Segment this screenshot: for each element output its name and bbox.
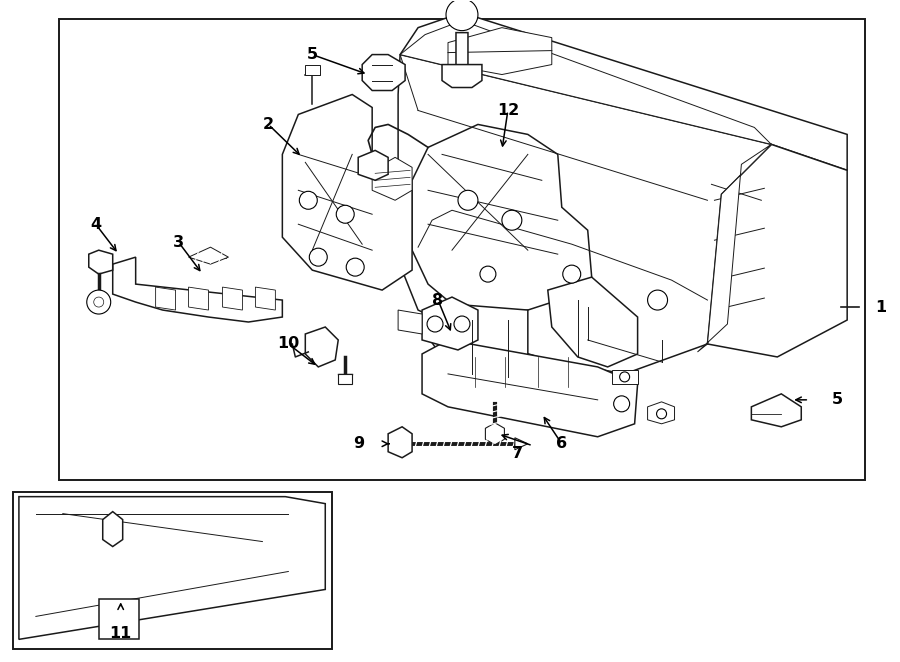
Polygon shape xyxy=(19,496,325,639)
Polygon shape xyxy=(428,304,527,377)
Polygon shape xyxy=(412,124,591,314)
Circle shape xyxy=(614,396,630,412)
Circle shape xyxy=(648,290,668,310)
Polygon shape xyxy=(338,374,352,384)
Polygon shape xyxy=(485,423,504,445)
Polygon shape xyxy=(448,28,552,75)
Polygon shape xyxy=(89,250,112,274)
Circle shape xyxy=(619,372,630,382)
Polygon shape xyxy=(422,297,478,350)
Circle shape xyxy=(446,0,478,30)
Text: 6: 6 xyxy=(556,436,567,451)
Circle shape xyxy=(657,409,667,419)
Text: 1: 1 xyxy=(876,299,886,314)
Circle shape xyxy=(562,265,580,283)
Polygon shape xyxy=(99,599,139,639)
Circle shape xyxy=(454,316,470,332)
Polygon shape xyxy=(515,438,527,449)
Text: 12: 12 xyxy=(497,103,519,118)
Circle shape xyxy=(300,191,318,209)
Polygon shape xyxy=(283,95,412,290)
Polygon shape xyxy=(256,287,275,310)
Circle shape xyxy=(337,205,355,223)
Circle shape xyxy=(310,248,328,266)
Text: 2: 2 xyxy=(263,117,274,132)
Polygon shape xyxy=(388,427,412,457)
Polygon shape xyxy=(358,150,388,180)
Text: 3: 3 xyxy=(173,235,184,250)
Polygon shape xyxy=(400,13,847,170)
Polygon shape xyxy=(422,340,637,437)
Polygon shape xyxy=(188,247,229,264)
Text: 5: 5 xyxy=(307,47,318,62)
Text: 8: 8 xyxy=(433,293,444,308)
Polygon shape xyxy=(188,287,209,310)
Polygon shape xyxy=(305,327,338,367)
Polygon shape xyxy=(752,394,801,427)
Circle shape xyxy=(94,297,104,307)
Text: 4: 4 xyxy=(90,216,102,232)
Bar xyxy=(58,19,865,480)
Polygon shape xyxy=(612,370,637,384)
Polygon shape xyxy=(400,21,771,144)
Text: 11: 11 xyxy=(110,626,131,641)
Polygon shape xyxy=(398,54,771,374)
Polygon shape xyxy=(222,287,242,310)
Polygon shape xyxy=(362,54,405,91)
Polygon shape xyxy=(648,402,674,424)
Polygon shape xyxy=(548,277,637,367)
Polygon shape xyxy=(112,257,283,322)
Text: 5: 5 xyxy=(832,393,842,407)
Text: 10: 10 xyxy=(277,336,300,352)
Polygon shape xyxy=(373,158,412,201)
Text: 7: 7 xyxy=(512,446,524,461)
Bar xyxy=(13,492,332,649)
Circle shape xyxy=(86,290,111,314)
Circle shape xyxy=(427,316,443,332)
Polygon shape xyxy=(398,310,422,334)
Circle shape xyxy=(346,258,364,276)
Polygon shape xyxy=(707,144,847,357)
Circle shape xyxy=(480,266,496,282)
Polygon shape xyxy=(456,32,468,75)
Polygon shape xyxy=(305,65,320,75)
Polygon shape xyxy=(103,512,122,547)
Circle shape xyxy=(458,190,478,211)
Polygon shape xyxy=(698,144,771,352)
Polygon shape xyxy=(442,65,482,87)
Text: 9: 9 xyxy=(353,436,364,451)
Circle shape xyxy=(502,211,522,230)
Polygon shape xyxy=(156,287,176,310)
